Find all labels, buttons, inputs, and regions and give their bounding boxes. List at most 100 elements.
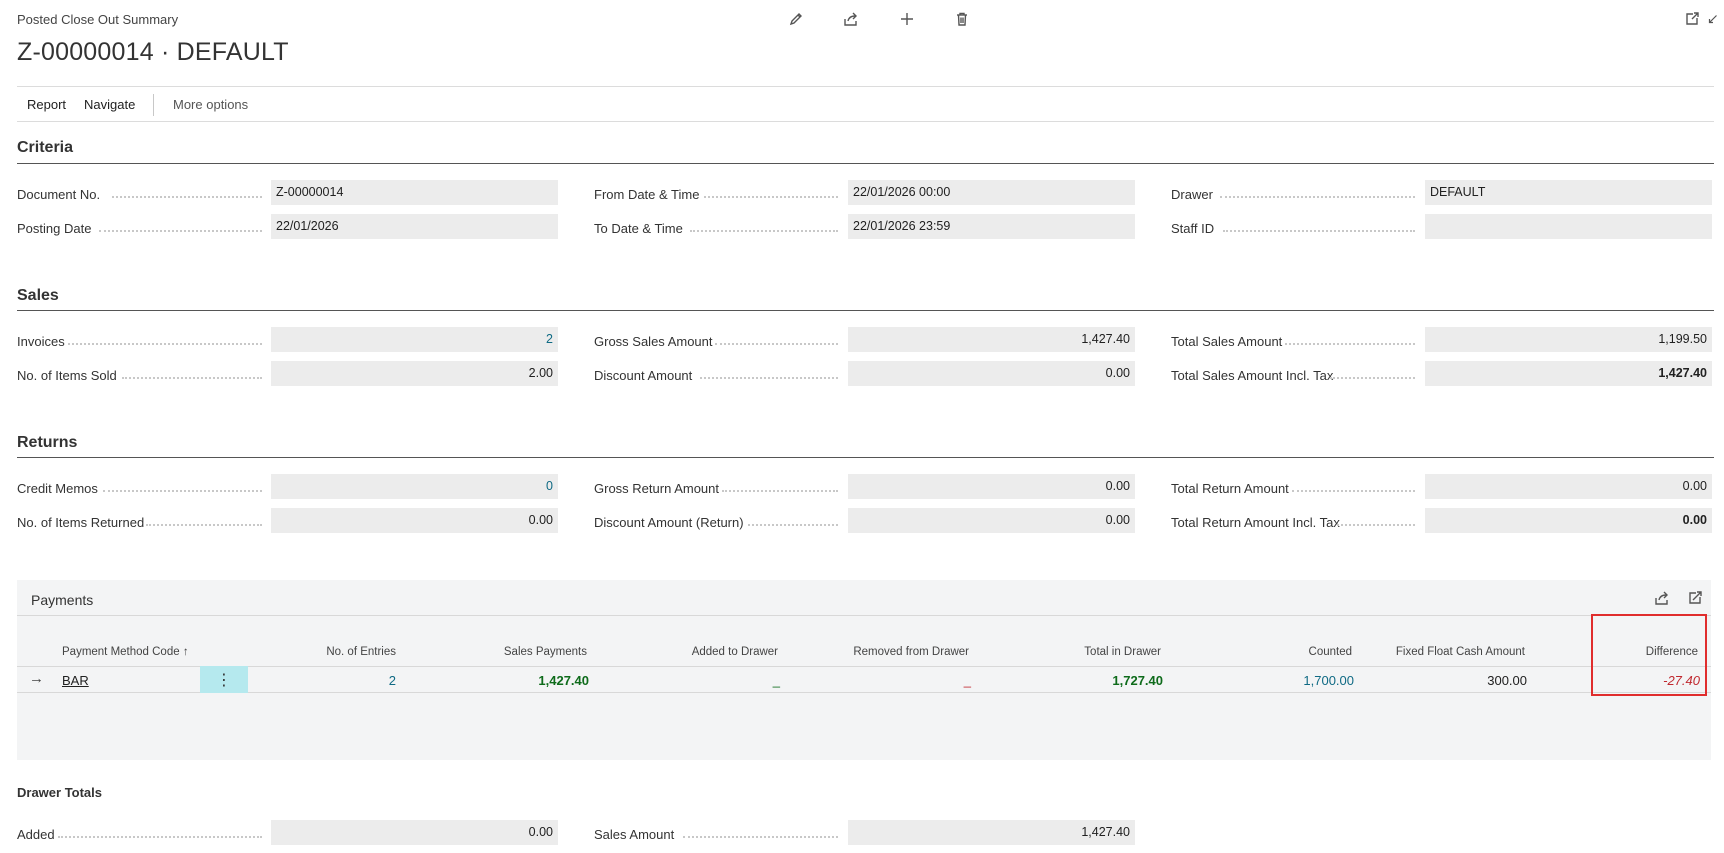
from-date-time-field[interactable]: 22/01/2026 00:00 xyxy=(848,180,1135,205)
row-menu-button[interactable]: ⋮ xyxy=(200,666,248,693)
sales-amount-label: Sales Amount xyxy=(594,827,675,842)
drawer-totals-heading[interactable]: Drawer Totals xyxy=(17,785,103,800)
gross-sales-field[interactable]: 1,427.40 xyxy=(848,327,1135,352)
credit-memos-label: Credit Memos xyxy=(17,481,98,496)
leader-dots xyxy=(103,490,262,492)
leader-dots xyxy=(112,196,262,198)
gross-return-label: Gross Return Amount xyxy=(594,481,719,496)
leader-dots xyxy=(68,343,262,345)
document-no-label: Document No. xyxy=(17,187,101,202)
leader-dots xyxy=(1337,524,1415,526)
col-fixed-float[interactable]: Fixed Float Cash Amount xyxy=(1395,646,1525,658)
counted-cell[interactable]: 1,700.00 xyxy=(1303,673,1354,688)
total-sales-label: Total Sales Amount xyxy=(1171,334,1283,349)
col-added[interactable]: Added to Drawer xyxy=(691,646,778,658)
credit-memos-field[interactable]: 0 xyxy=(271,474,558,499)
share-icon[interactable] xyxy=(840,8,862,30)
leader-dots xyxy=(683,836,838,838)
leader-dots xyxy=(1223,230,1415,232)
more-options-action[interactable]: More options xyxy=(173,97,249,112)
share-icon[interactable] xyxy=(1651,587,1673,609)
row-bottom-line xyxy=(17,692,1711,693)
delete-icon[interactable] xyxy=(951,8,973,30)
difference-cell: -27.40 xyxy=(1663,673,1700,688)
invoices-label: Invoices xyxy=(17,334,65,349)
leader-dots xyxy=(1220,196,1415,198)
payments-panel xyxy=(17,580,1711,760)
page-type-caption: Posted Close Out Summary xyxy=(17,12,179,27)
add-icon[interactable] xyxy=(896,8,918,30)
from-date-time-label: From Date & Time xyxy=(594,187,700,202)
total-sales-field[interactable]: 1,199.50 xyxy=(1425,327,1712,352)
leader-dots xyxy=(1330,377,1415,379)
discount-return-field[interactable]: 0.00 xyxy=(848,508,1135,533)
total-return-incl-tax-label: Total Return Amount Incl. Tax xyxy=(1171,515,1340,530)
current-row-arrow-icon: → xyxy=(29,670,44,687)
total-sales-incl-tax-field[interactable]: 1,427.40 xyxy=(1425,361,1712,386)
col-sales-payments[interactable]: Sales Payments xyxy=(503,646,587,658)
added-cell: _ xyxy=(772,673,780,688)
returns-line xyxy=(17,457,1714,458)
sales-heading[interactable]: Sales xyxy=(17,287,59,304)
total-return-incl-tax-field[interactable]: 0.00 xyxy=(1425,508,1712,533)
to-date-time-field[interactable]: 22/01/2026 23:59 xyxy=(848,214,1135,239)
col-total[interactable]: Total in Drawer xyxy=(1084,646,1161,658)
staff-id-field[interactable] xyxy=(1425,214,1712,239)
added-field[interactable]: 0.00 xyxy=(271,820,558,845)
navigate-action[interactable]: Navigate xyxy=(84,97,136,112)
leader-dots xyxy=(700,377,838,379)
leader-dots xyxy=(58,836,262,838)
collapse-icon[interactable] xyxy=(1706,8,1720,30)
items-sold-field[interactable]: 2.00 xyxy=(271,361,558,386)
entries-cell[interactable]: 2 xyxy=(388,673,396,688)
sort-ascending-icon: ↑ xyxy=(182,646,189,658)
leader-dots xyxy=(1292,490,1415,492)
col-counted[interactable]: Counted xyxy=(1308,646,1352,658)
fixed-float-cell: 300.00 xyxy=(1487,673,1527,688)
invoices-field[interactable]: 2 xyxy=(271,327,558,352)
drawer-label: Drawer xyxy=(1171,187,1213,202)
col-difference[interactable]: Difference xyxy=(1645,646,1698,658)
leader-dots xyxy=(146,524,262,526)
sales-amount-field[interactable]: 1,427.40 xyxy=(848,820,1135,845)
total-cell: 1,727.40 xyxy=(1112,673,1163,688)
discount-field[interactable]: 0.00 xyxy=(848,361,1135,386)
discount-label: Discount Amount xyxy=(594,368,693,383)
payments-header-line xyxy=(17,615,1711,616)
leader-dots xyxy=(690,230,838,232)
criteria-heading[interactable]: Criteria xyxy=(17,139,74,156)
gross-return-field[interactable]: 0.00 xyxy=(848,474,1135,499)
page-title: Z-00000014 · DEFAULT xyxy=(17,38,289,66)
expand-icon[interactable] xyxy=(1684,587,1706,609)
drawer-field[interactable]: DEFAULT xyxy=(1425,180,1712,205)
payment-method-link[interactable]: BAR xyxy=(62,673,89,688)
discount-return-label: Discount Amount (Return) xyxy=(594,515,744,530)
col-payment-method-label: Payment Method Code xyxy=(62,646,180,658)
difference-highlight xyxy=(1591,614,1707,696)
document-no-field[interactable]: Z-00000014 xyxy=(271,180,558,205)
leader-dots xyxy=(704,196,838,198)
col-payment-method[interactable]: Payment Method Code ↑ xyxy=(62,646,189,658)
open-new-window-icon[interactable] xyxy=(1681,8,1703,30)
items-returned-label: No. of Items Returned xyxy=(17,515,145,530)
leader-dots xyxy=(99,230,262,232)
leader-dots xyxy=(722,490,838,492)
total-return-label: Total Return Amount xyxy=(1171,481,1289,496)
sales-payments-cell: 1,427.40 xyxy=(538,673,589,688)
items-sold-label: No. of Items Sold xyxy=(17,368,117,383)
row-top-line xyxy=(17,666,1711,667)
posting-date-field[interactable]: 22/01/2026 xyxy=(271,214,558,239)
staff-id-label: Staff ID xyxy=(1171,221,1215,236)
returns-heading[interactable]: Returns xyxy=(17,434,78,451)
report-action[interactable]: Report xyxy=(27,97,67,112)
edit-icon[interactable] xyxy=(785,8,807,30)
action-separator xyxy=(153,94,154,116)
col-removed[interactable]: Removed from Drawer xyxy=(853,646,969,658)
col-entries[interactable]: No. of Entries xyxy=(326,646,396,658)
total-return-field[interactable]: 0.00 xyxy=(1425,474,1712,499)
payments-heading[interactable]: Payments xyxy=(31,592,94,608)
leader-dots xyxy=(748,524,838,526)
action-bar-divider xyxy=(17,121,1714,122)
items-returned-field[interactable]: 0.00 xyxy=(271,508,558,533)
sales-line xyxy=(17,310,1714,311)
